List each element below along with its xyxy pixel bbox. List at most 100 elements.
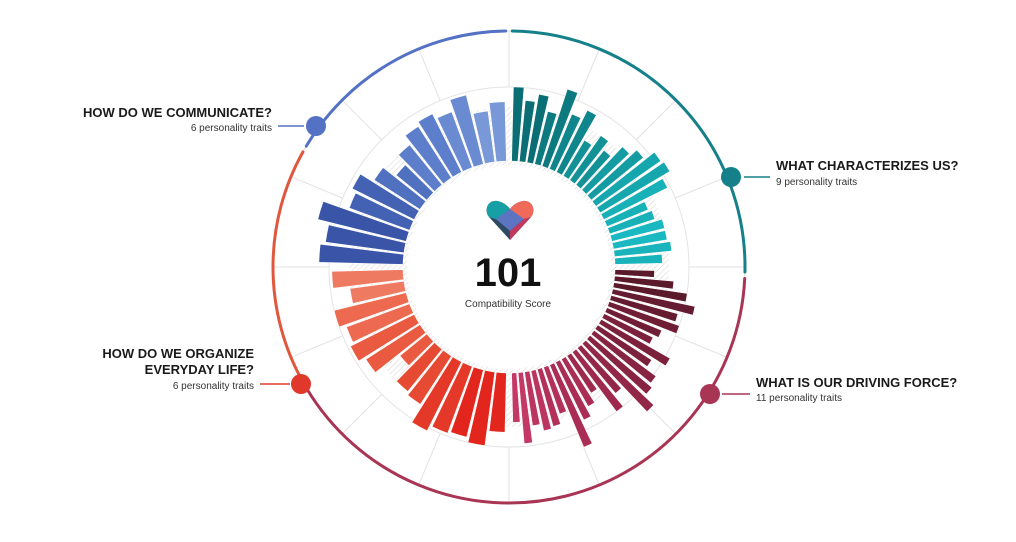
trait-bar[interactable] [581, 339, 655, 413]
trait-bar[interactable] [581, 146, 630, 195]
trait-bar[interactable] [472, 110, 496, 165]
trait-bar[interactable] [450, 366, 484, 438]
trait-bar[interactable] [517, 371, 533, 444]
trait-bar[interactable] [613, 241, 672, 258]
trait-bar[interactable] [586, 334, 653, 395]
trait-bar[interactable] [511, 372, 521, 423]
trait-bar[interactable] [511, 86, 525, 162]
trait-bar[interactable] [333, 292, 410, 328]
trait-bar[interactable] [346, 303, 414, 343]
category-organize[interactable]: HOW DO WE ORGANIZE EVERYDAY LIFE? 6 pers… [102, 346, 311, 394]
trait-bar[interactable] [566, 352, 598, 394]
trait-bar[interactable] [449, 94, 484, 168]
heart-logo [486, 200, 534, 240]
trait-bar[interactable] [518, 100, 536, 163]
category-marker[interactable] [721, 167, 741, 187]
trait-bar[interactable] [331, 269, 405, 289]
chart-bars [317, 86, 696, 448]
trait-bar[interactable] [614, 269, 655, 278]
category-arc [271, 150, 305, 384]
grid-spoke [418, 48, 441, 101]
category-subtitle: 9 personality traits [776, 177, 857, 188]
category-title: HOW DO WE ORGANIZE [102, 346, 254, 361]
trait-bar[interactable] [575, 149, 612, 190]
trait-bar[interactable] [609, 294, 679, 323]
trait-bar[interactable] [467, 369, 496, 446]
category-characterizes[interactable]: WHAT CHARACTERIZES US? 9 personality tra… [721, 158, 959, 188]
trait-bar[interactable] [325, 224, 407, 254]
category-driving-force[interactable]: WHAT IS OUR DRIVING FORCE? 11 personalit… [700, 375, 957, 404]
trait-bar[interactable] [398, 144, 443, 192]
trait-bar[interactable] [317, 200, 410, 242]
trait-bar[interactable] [612, 282, 688, 303]
trait-bar[interactable] [607, 210, 656, 235]
trait-bar[interactable] [407, 349, 452, 405]
category-arcs [271, 29, 747, 505]
trait-bar[interactable] [594, 324, 653, 368]
trait-bar[interactable] [576, 344, 622, 394]
trait-bar[interactable] [598, 318, 671, 367]
trait-bar[interactable] [541, 88, 579, 169]
trait-bar[interactable] [349, 280, 407, 304]
trait-bar[interactable] [609, 218, 666, 242]
trait-bar[interactable] [600, 178, 668, 221]
trait-bar[interactable] [604, 201, 649, 228]
trait-bar[interactable] [417, 113, 463, 178]
trait-bar[interactable] [431, 362, 473, 434]
trait-bar[interactable] [601, 313, 654, 345]
trait-bar[interactable] [614, 253, 663, 265]
trait-bar[interactable] [560, 356, 596, 407]
trait-bar[interactable] [534, 110, 558, 167]
trait-bar[interactable] [562, 139, 593, 180]
trait-bar[interactable] [555, 109, 597, 176]
trait-bar[interactable] [611, 288, 696, 316]
trait-bar[interactable] [590, 329, 657, 384]
trait-bar[interactable] [488, 371, 507, 433]
trait-bar[interactable] [586, 149, 644, 201]
trait-bar[interactable] [436, 111, 473, 172]
trait-bar[interactable] [591, 151, 662, 207]
grid-spoke [341, 99, 383, 141]
category-title: HOW DO WE COMMUNICATE? [83, 105, 272, 120]
trait-bar[interactable] [596, 161, 671, 214]
trait-bar[interactable] [395, 164, 434, 201]
category-marker[interactable] [291, 374, 311, 394]
trait-bar[interactable] [488, 101, 507, 163]
category-marker[interactable] [306, 116, 326, 136]
compatibility-score: 101 [475, 251, 542, 295]
trait-bar[interactable] [404, 125, 452, 185]
trait-bar[interactable] [604, 307, 663, 338]
trait-bar[interactable] [411, 356, 463, 432]
trait-bar[interactable] [555, 359, 592, 421]
trait-bar[interactable] [543, 365, 567, 415]
category-communicate[interactable]: HOW DO WE COMMUNICATE? 6 personality tra… [83, 105, 326, 136]
trait-bar[interactable] [607, 301, 680, 335]
trait-bar[interactable] [530, 369, 552, 432]
trait-bar[interactable] [526, 93, 550, 165]
trait-bar[interactable] [399, 333, 434, 367]
trait-bar[interactable] [351, 173, 420, 221]
trait-bar[interactable] [611, 230, 668, 250]
category-marker[interactable] [700, 384, 720, 404]
category-subtitle: 6 personality traits [173, 381, 254, 392]
trait-bar[interactable] [395, 342, 443, 392]
grid-spoke [635, 99, 677, 141]
trait-bar[interactable] [524, 370, 541, 427]
category-subtitle: 11 personality traits [756, 393, 842, 404]
trait-bar[interactable] [569, 135, 609, 185]
trait-bar[interactable] [373, 167, 427, 210]
trait-bar[interactable] [318, 243, 405, 265]
compatibility-score-label: Compatibility Score [465, 299, 552, 310]
trait-bar[interactable] [571, 348, 624, 413]
trait-bar[interactable] [549, 362, 593, 448]
trait-bar[interactable] [348, 192, 414, 231]
grid-spoke [341, 393, 383, 435]
trait-bar[interactable] [548, 113, 582, 172]
trait-bar[interactable] [350, 313, 420, 362]
category-subtitle: 6 personality traits [191, 123, 272, 134]
trait-bar[interactable] [536, 367, 562, 427]
trait-bar[interactable] [613, 275, 675, 290]
trait-bar[interactable] [365, 324, 427, 374]
heart-icon-middle [496, 209, 524, 231]
